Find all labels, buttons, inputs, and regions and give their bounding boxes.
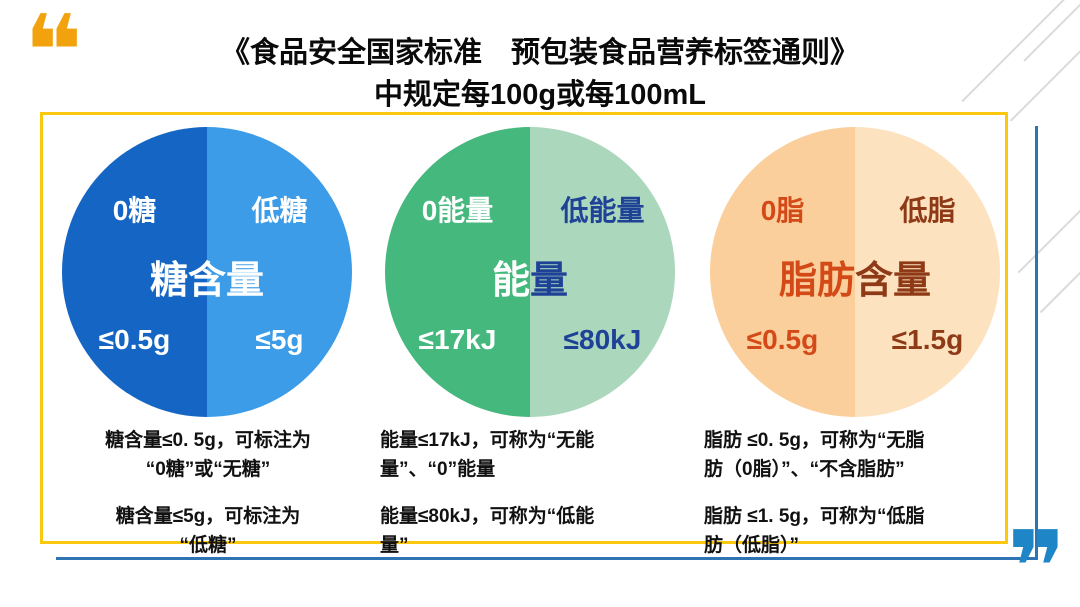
fat-zero-value: ≤0.5g	[746, 323, 819, 355]
energy-zero-label: 0能量	[421, 194, 494, 226]
slide-title: 《食品安全国家标准 预包装食品营养标签通则》 中规定每100g或每100mL	[0, 32, 1080, 116]
energy-low-label: 低能量	[560, 194, 645, 226]
sugar-note-line: 糖含量≤0. 5g，可标注为	[105, 430, 311, 451]
energy-zero-value: ≤17kJ	[418, 323, 497, 355]
energy-low-value: ≤80kJ	[563, 323, 642, 355]
sugar-note-line: “0糖”或“无糖”	[145, 459, 271, 481]
sugar-zero-label: 0糖	[112, 194, 157, 226]
close-quote-icon: ❞	[1007, 509, 1066, 607]
energy-note-line: 能量≤17kJ，可称为“无能	[380, 430, 595, 451]
fat-center-right: 含量	[855, 259, 932, 302]
sugar-labels-row: 0糖 低糖	[62, 189, 352, 229]
sugar-center-left: 糖含量	[149, 259, 264, 302]
title-line-1: 《食品安全国家标准 预包装食品营养标签通则》	[220, 37, 859, 69]
fat-zero-label: 0脂	[760, 194, 805, 226]
fat-note-line: 肪（0脂）”、“不含脂肪”	[704, 459, 905, 481]
fat-circle: 0脂 低脂 脂肪含量 ≤0.5g ≤1.5g	[710, 127, 1000, 417]
energy-note-line: 量”	[380, 535, 409, 557]
sugar-note-para-2: 糖含量≤5g，可标注为 “低糖”	[52, 502, 364, 561]
energy-labels-row: 0能量 低能量	[385, 189, 675, 229]
fat-low-label: 低脂	[899, 194, 956, 226]
sugar-values-row: ≤0.5g ≤5g	[62, 324, 352, 356]
fat-center-left: 脂肪	[778, 259, 855, 302]
fat-note-line: 脂肪 ≤0. 5g，可称为“无脂	[704, 430, 925, 451]
energy-values-row: ≤17kJ ≤80kJ	[385, 324, 675, 356]
energy-note-line: 能量≤80kJ，可称为“低能	[380, 505, 595, 527]
yellow-frame-border	[40, 112, 1008, 544]
fat-center-title: 脂肪含量	[779, 249, 931, 304]
sugar-zero-value: ≤0.5g	[98, 323, 171, 355]
fat-note-line: 肪（低脂）”	[704, 535, 800, 557]
energy-note-para-1: 能量≤17kJ，可称为“无能 量”、“0”能量	[380, 426, 680, 485]
open-quote-icon: ❝	[24, 0, 83, 110]
fat-low-value: ≤1.5g	[891, 323, 964, 355]
fat-note-line: 脂肪 ≤1. 5g，可称为“低脂	[704, 505, 925, 527]
fat-values-row: ≤0.5g ≤1.5g	[710, 324, 1000, 356]
energy-note-para-2: 能量≤80kJ，可称为“低能 量”	[380, 502, 680, 561]
fat-note-para-2: 脂肪 ≤1. 5g，可称为“低脂 肪（低脂）”	[704, 502, 1020, 561]
sugar-note-para-1: 糖含量≤0. 5g，可标注为 “0糖”或“无糖”	[52, 426, 364, 485]
fat-note-para-1: 脂肪 ≤0. 5g，可称为“无脂 肪（0脂）”、“不含脂肪”	[704, 426, 1020, 485]
energy-note: 能量≤17kJ，可称为“无能 量”、“0”能量 能量≤80kJ，可称为“低能 量”	[380, 426, 680, 578]
blue-frame-border	[56, 126, 1038, 560]
fat-labels-row: 0脂 低脂	[710, 189, 1000, 229]
sugar-circle: 0糖 低糖 糖含量 ≤0.5g ≤5g	[62, 127, 352, 417]
title-line-2: 中规定每100g或每100mL	[374, 79, 706, 112]
energy-circle: 0能量 低能量 能量 ≤17kJ ≤80kJ	[385, 127, 675, 417]
sugar-center-title: 糖含量	[150, 249, 264, 304]
fat-note: 脂肪 ≤0. 5g，可称为“无脂 肪（0脂）”、“不含脂肪” 脂肪 ≤1. 5g，…	[704, 426, 1020, 578]
sugar-low-value: ≤5g	[255, 323, 304, 355]
energy-center-title: 能量	[492, 249, 568, 304]
energy-center-right: 量	[530, 259, 569, 302]
sugar-note-line: “低糖”	[179, 535, 237, 557]
energy-note-line: 量”、“0”能量	[380, 459, 496, 481]
sugar-low-label: 低糖	[251, 194, 308, 226]
energy-center-left: 能	[491, 259, 530, 302]
sugar-note-line: 糖含量≤5g，可标注为	[115, 505, 301, 527]
sugar-note: 糖含量≤0. 5g，可标注为 “0糖”或“无糖” 糖含量≤5g，可标注为 “低糖”	[52, 426, 364, 578]
